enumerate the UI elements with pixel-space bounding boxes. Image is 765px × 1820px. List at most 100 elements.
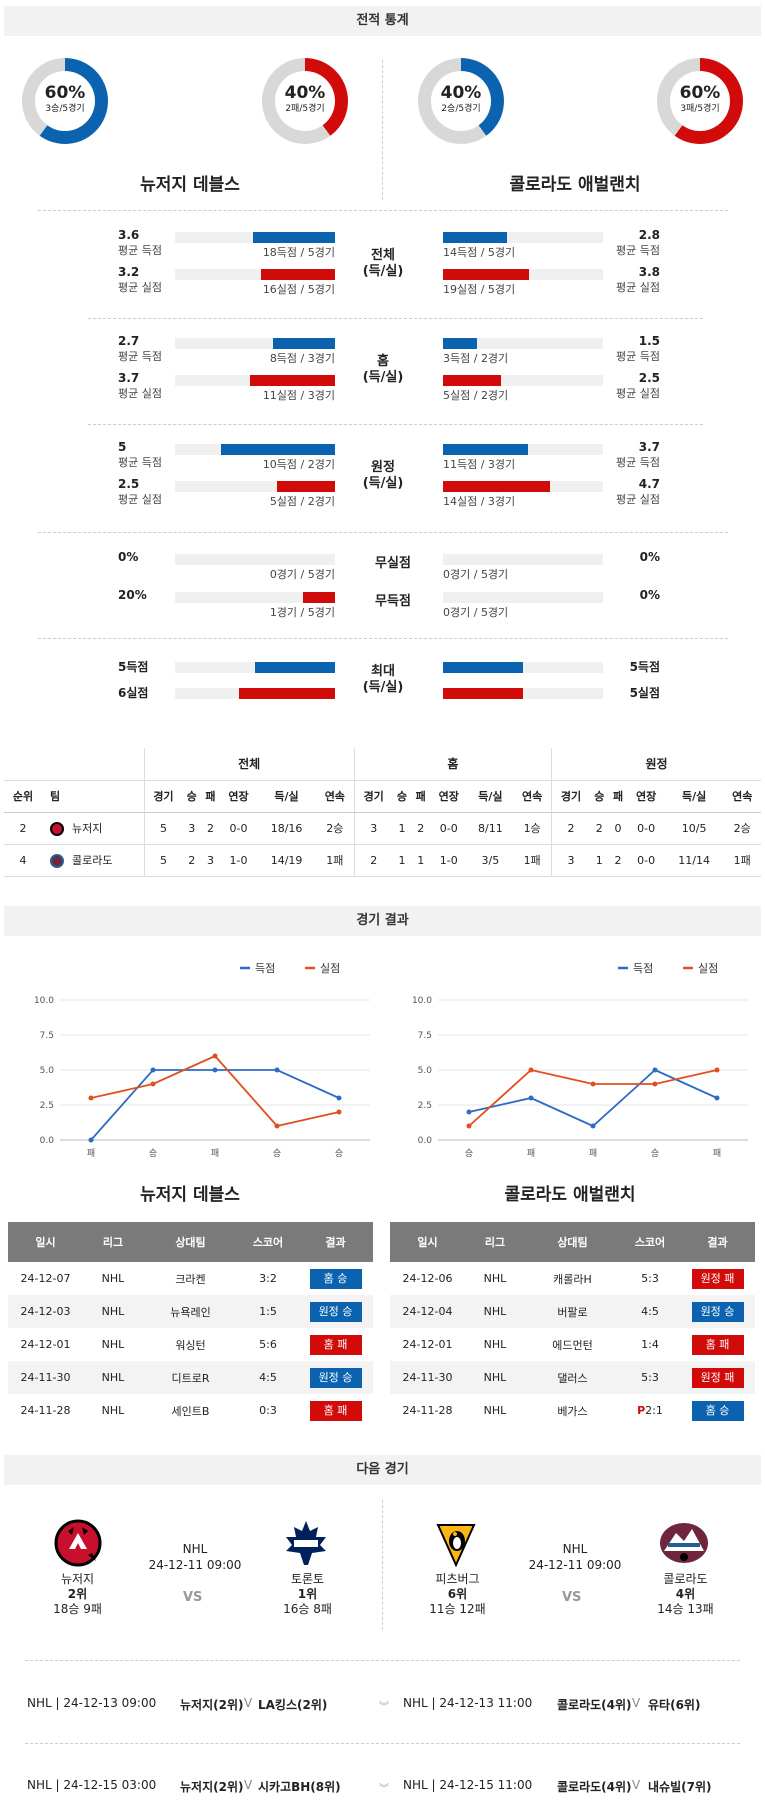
stat-cell: 3: [182, 812, 202, 845]
left-bar: [255, 662, 335, 673]
right-stat-value: 3.8: [638, 265, 660, 279]
table-row: 24-12-01 NHL 에드먼턴 1:4 홈 패: [390, 1328, 755, 1361]
right-stat-value: 4.7: [638, 477, 660, 491]
score-cell: 1:5: [238, 1295, 298, 1328]
score-value: 0:3: [259, 1404, 277, 1417]
stat-cell: 1: [589, 844, 609, 877]
stat-cell: 2: [411, 812, 431, 845]
divider: [38, 638, 728, 639]
left-stat-value: 3.7: [118, 371, 140, 385]
x-tick-label: 승: [651, 1148, 659, 1159]
devils-icon: [50, 822, 64, 836]
right-stat-label: 평균 실점: [616, 387, 660, 400]
upcoming-team: 뉴저지(2위): [180, 1780, 244, 1794]
table-row: 24-12-04 NHL 버팔로 4:5 원정 승: [390, 1295, 755, 1328]
upcoming-opponent: 내슈빌(7위): [648, 1780, 712, 1794]
opponent-cell: 베가스: [557, 1404, 588, 1418]
result-badge: 홈 패: [309, 1400, 362, 1421]
league-cell: NHL: [101, 1272, 125, 1285]
upcoming-team: 콜로라도(4위): [557, 1780, 632, 1794]
y-tick-label: 7.5: [40, 1031, 54, 1041]
next-team-name: 콜로라도: [663, 1572, 708, 1586]
stat-group-subtitle: (득/실): [362, 264, 404, 279]
results-column-header: 일시: [8, 1222, 83, 1262]
y-tick-label: 5.0: [40, 1066, 55, 1076]
stat-cell: 1: [411, 844, 431, 877]
stat-cell: 3/5: [467, 844, 514, 877]
results-column-header: 결과: [680, 1222, 755, 1262]
right-bar-caption: 14실점 / 3경기: [443, 495, 516, 508]
result-badge: 홈 승: [309, 1268, 362, 1289]
left-bar-caption: 8득점 / 3경기: [269, 352, 335, 365]
stat-cell: 2: [182, 844, 202, 877]
opponent-cell: 워싱턴: [175, 1338, 206, 1352]
data-point: [150, 1067, 156, 1073]
stat-group-subtitle: (득/실): [362, 370, 404, 385]
team-divider: [382, 60, 383, 200]
donut-percent: 40%: [284, 83, 326, 103]
avalanche-logo-icon: [660, 1523, 708, 1563]
right-bar: [443, 662, 523, 673]
score-cell: 5:6: [238, 1328, 298, 1361]
left-bar-track: [175, 592, 335, 603]
date-cell: 24-12-01: [402, 1338, 453, 1351]
stat-cell: 2: [551, 812, 590, 845]
next-section-header: 다음 경기: [4, 1455, 761, 1485]
win-rate-donut: 60% 3패/5경기: [657, 58, 743, 144]
column-header: 연장: [627, 780, 665, 813]
league-cell: NHL: [483, 1404, 507, 1417]
right-bar-caption: 0경기 / 5경기: [443, 606, 509, 619]
donut-center: 60% 3패/5경기: [670, 71, 730, 131]
data-point: [150, 1081, 156, 1087]
data-point: [88, 1137, 94, 1143]
next-team-record: 14승 13패: [657, 1602, 714, 1616]
league-cell: NHL: [101, 1404, 125, 1417]
right-bar-caption: 11득점 / 3경기: [443, 458, 516, 471]
chevron-down-icon: ︾: [379, 1702, 389, 1713]
left-stat-label: 평균 실점: [118, 281, 162, 294]
left-stat-value: 2.5: [118, 477, 140, 491]
home-results-title: 뉴저지 데블스: [140, 1185, 240, 1205]
x-tick-label: 패: [713, 1148, 721, 1159]
x-tick-label: 승: [335, 1148, 343, 1159]
divider: [88, 424, 703, 425]
penguins-logo-icon: [436, 1524, 476, 1568]
left-bar-caption: 11실점 / 3경기: [262, 389, 335, 402]
right-bar: [443, 481, 550, 492]
result-cell: 원정 패: [680, 1361, 755, 1394]
standings-group-label: 전체: [143, 748, 355, 781]
score-value: 4:5: [641, 1305, 659, 1318]
upcoming-opponent: 시카고BH(8위): [258, 1780, 341, 1794]
stat-group-title: 원정: [371, 460, 395, 475]
x-tick-label: 패: [87, 1148, 95, 1159]
table-row: 24-12-03 NHL 뉴욕레인 1:5 원정 승: [8, 1295, 373, 1328]
results-column-header: 스코어: [620, 1222, 680, 1262]
data-point: [714, 1067, 720, 1073]
empty-cell: [4, 748, 144, 781]
away-results-table: 일시 리그 상대팀 스코어 결과 24-12-06 NHL 캐롤라H 5:3 원정 패 24-12-…: [390, 1222, 755, 1427]
stat-cell: 11/14: [664, 844, 724, 877]
y-tick-label: 0.0: [418, 1136, 433, 1146]
next-team-rank: 2위: [67, 1587, 88, 1601]
data-point: [652, 1081, 658, 1087]
right-bar: [443, 269, 529, 280]
stat-cell: 5: [143, 812, 183, 845]
league-cell: NHL: [83, 1361, 143, 1394]
column-header: 패: [201, 780, 220, 813]
stat-cell: 0-0: [430, 812, 468, 845]
left-bar-caption: 18득점 / 5경기: [262, 246, 335, 259]
left-bar: [277, 481, 335, 492]
upcoming-info: NHL | 24-12-13 09:00: [27, 1696, 157, 1710]
score-value: 2:1: [645, 1404, 663, 1417]
x-tick-label: 승: [465, 1148, 473, 1159]
column-header: 승: [392, 780, 412, 813]
standings-table: 전체 홈 원정 순위 팀 경기 승 패 연장 득/실 연속 경기 승 패 연장 득/실 연속 경기 승 패 연장 득/실 연…: [4, 748, 761, 877]
away-results-title: 콜로라도 애벌랜치: [504, 1185, 636, 1205]
table-row: 4 콜로라도 5 2 3 1-0 14/19 1패 2 1 1 1-0 3/5 1패 3 1 2 0-0 11/14…: [4, 844, 761, 877]
donut-percent: 60%: [679, 83, 721, 103]
left-stat-label: 평균 실점: [118, 493, 162, 506]
left-bar-track: [175, 481, 335, 492]
results-column-header: 리그: [465, 1222, 525, 1262]
stat-group-title: 홈: [377, 354, 389, 369]
date-cell: 24-11-28: [20, 1404, 71, 1417]
